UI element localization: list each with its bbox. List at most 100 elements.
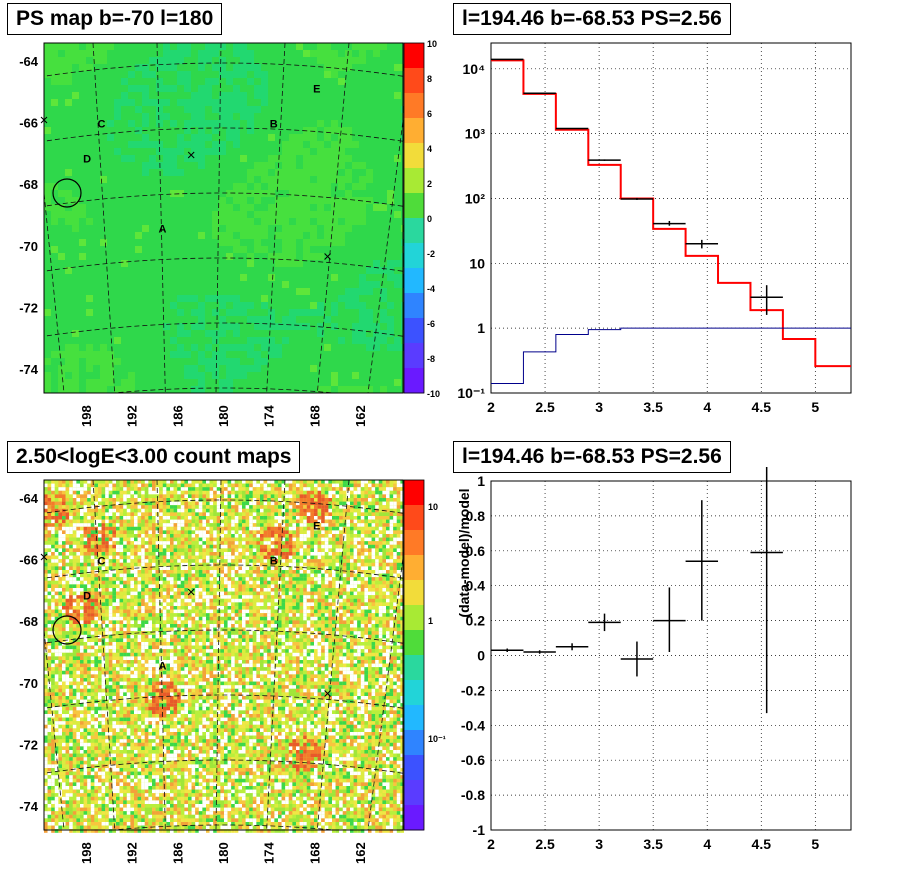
map-pixel bbox=[212, 211, 219, 218]
map-pixel bbox=[116, 606, 120, 610]
map-pixel bbox=[123, 606, 127, 610]
map-pixel bbox=[292, 570, 296, 574]
map-pixel bbox=[51, 530, 55, 534]
map-pixel bbox=[191, 516, 196, 520]
map-pixel bbox=[98, 480, 102, 484]
map-pixel bbox=[335, 534, 340, 538]
map-pixel bbox=[170, 501, 174, 506]
map-pixel bbox=[51, 609, 55, 614]
map-pixel bbox=[44, 562, 48, 567]
map-pixel bbox=[116, 570, 120, 574]
map-pixel bbox=[263, 516, 268, 520]
map-pixel bbox=[134, 598, 138, 603]
map-pixel bbox=[350, 498, 354, 502]
map-pixel bbox=[220, 487, 224, 491]
map-pixel bbox=[100, 50, 107, 57]
map-pixel bbox=[156, 57, 163, 64]
map-pixel bbox=[149, 57, 156, 64]
map-pixel bbox=[328, 494, 332, 498]
map-pixel bbox=[126, 566, 131, 570]
map-pixel bbox=[396, 613, 401, 617]
map-pixel bbox=[44, 591, 48, 596]
map-pixel bbox=[234, 588, 239, 592]
map-pixel bbox=[375, 480, 379, 484]
map-pixel bbox=[119, 530, 124, 534]
colorbar-band bbox=[404, 343, 424, 369]
map-pixel bbox=[285, 602, 289, 606]
map-pixel bbox=[360, 566, 365, 570]
map-pixel bbox=[69, 595, 73, 599]
map-pixel bbox=[130, 624, 134, 628]
map-pixel bbox=[306, 505, 311, 509]
map-pixel bbox=[281, 498, 286, 502]
map-pixel bbox=[152, 573, 156, 578]
map-pixel bbox=[72, 92, 79, 99]
x-tick-label: 2 bbox=[487, 399, 495, 415]
plot-frame bbox=[490, 42, 852, 394]
map-pixel bbox=[191, 566, 196, 570]
map-pixel bbox=[346, 559, 350, 563]
map-pixel bbox=[278, 498, 282, 502]
map-pixel bbox=[209, 570, 214, 574]
map-pixel bbox=[173, 613, 178, 617]
map-pixel bbox=[219, 344, 226, 351]
map-pixel bbox=[364, 584, 368, 588]
map-pixel bbox=[324, 134, 331, 141]
map-pixel bbox=[400, 606, 404, 610]
map-pixel bbox=[346, 555, 350, 560]
map-pixel bbox=[234, 620, 239, 624]
map-pixel bbox=[335, 530, 340, 534]
map-pixel bbox=[387, 190, 394, 197]
map-pixel bbox=[126, 559, 131, 563]
map-pixel bbox=[282, 253, 289, 260]
map-pixel bbox=[234, 570, 239, 574]
map-pixel bbox=[357, 505, 361, 509]
map-pixel bbox=[101, 548, 106, 552]
map-pixel bbox=[76, 544, 80, 549]
map-pixel bbox=[249, 480, 253, 484]
map-pixel bbox=[141, 498, 145, 502]
map-pixel bbox=[62, 516, 66, 520]
map-pixel bbox=[274, 541, 278, 545]
map-pixel bbox=[108, 573, 113, 578]
map-pixel bbox=[206, 512, 210, 516]
map-pixel bbox=[364, 609, 368, 614]
map-pixel bbox=[51, 99, 58, 106]
map-pixel bbox=[170, 552, 174, 556]
map-pixel bbox=[135, 141, 142, 148]
map-pixel bbox=[47, 566, 52, 570]
map-pixel bbox=[360, 602, 365, 606]
map-pixel bbox=[261, 71, 268, 78]
map-pixel bbox=[87, 573, 91, 578]
map-pixel bbox=[177, 534, 181, 538]
map-pixel bbox=[393, 544, 397, 549]
map-pixel bbox=[270, 537, 275, 542]
map-pixel bbox=[219, 351, 226, 358]
map-pixel bbox=[51, 64, 58, 71]
map-pixel bbox=[134, 512, 138, 516]
map-pixel bbox=[184, 544, 188, 549]
map-pixel bbox=[209, 494, 214, 498]
map-pixel bbox=[267, 570, 271, 574]
map-pixel bbox=[83, 534, 88, 538]
map-pixel bbox=[202, 566, 206, 570]
map-pixel bbox=[141, 570, 145, 574]
map-pixel bbox=[393, 516, 397, 520]
map-pixel bbox=[72, 519, 77, 524]
map-pixel bbox=[195, 613, 199, 617]
map-pixel bbox=[288, 494, 293, 498]
map-pixel bbox=[314, 570, 318, 574]
map-pixel bbox=[386, 534, 390, 538]
map-pixel bbox=[184, 559, 188, 563]
map-pixel bbox=[58, 606, 62, 610]
map-pixel bbox=[206, 480, 210, 484]
map-pixel bbox=[206, 501, 210, 506]
map-pixel bbox=[202, 577, 206, 581]
map-pixel bbox=[126, 616, 131, 621]
map-pixel bbox=[87, 613, 91, 617]
map-pixel bbox=[242, 606, 246, 610]
map-pixel bbox=[152, 498, 156, 502]
map-pixel bbox=[245, 591, 250, 596]
map-pixel bbox=[285, 559, 289, 563]
map-pixel bbox=[163, 323, 170, 330]
